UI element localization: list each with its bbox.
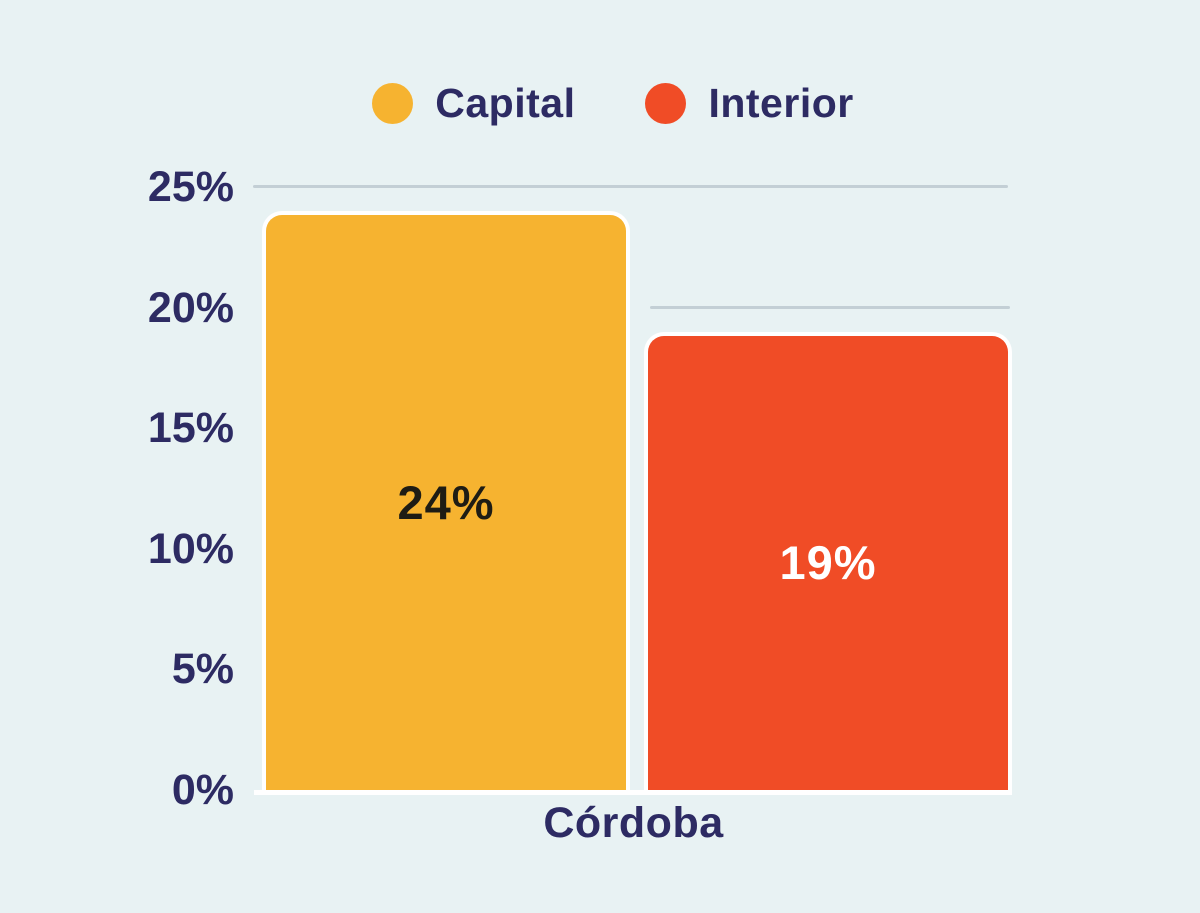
gridline-20 [650, 305, 1010, 309]
y-tick-10: 10% [147, 524, 234, 573]
capital-swatch-icon [372, 83, 414, 124]
gridline-25 [253, 185, 1008, 188]
y-tick-15: 15% [147, 404, 234, 453]
x-axis-baseline [254, 790, 1012, 795]
x-axis-category-label: Córdoba [543, 799, 724, 847]
bar-value-interior: 19% [779, 536, 877, 590]
bar-value-capital: 24% [397, 476, 495, 530]
bar-capital: 24% [262, 211, 630, 790]
legend-label-capital: Capital [435, 80, 576, 126]
y-tick-0: 0% [171, 766, 234, 814]
legend-label-interior: Interior [708, 80, 854, 126]
y-tick-25: 25% [147, 163, 234, 211]
legend: Capital Interior [0, 80, 1200, 127]
legend-item-interior: Interior [645, 80, 853, 127]
bar-interior: 19% [644, 331, 1012, 790]
y-tick-5: 5% [171, 645, 234, 694]
y-tick-20: 20% [147, 283, 234, 332]
legend-item-capital: Capital [372, 80, 575, 127]
interior-swatch-icon [645, 83, 687, 124]
